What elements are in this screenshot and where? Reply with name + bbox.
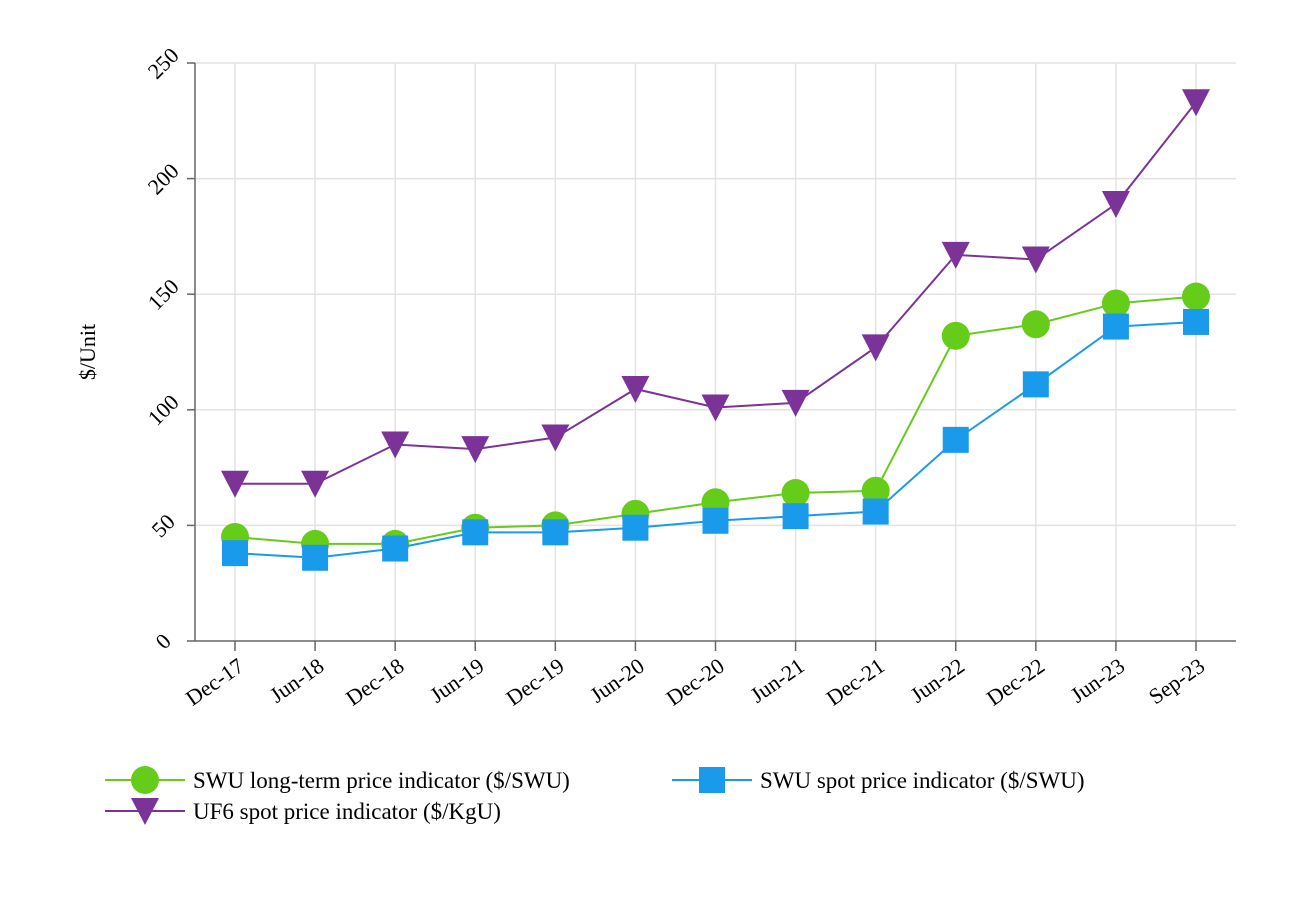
data-point	[302, 544, 329, 571]
x-tick-label: Jun-23	[1066, 653, 1129, 708]
x-tick-label: Dec-20	[661, 653, 728, 711]
y-tick-label: 0	[150, 628, 175, 653]
legend-item: UF6 spot price indicator ($/KgU)	[105, 798, 501, 825]
data-point	[942, 426, 969, 453]
data-point	[781, 479, 810, 508]
data-point	[781, 389, 810, 417]
legend-label: SWU long-term price indicator ($/SWU)	[193, 768, 570, 793]
x-tick-label: Jun-18	[265, 653, 328, 708]
x-tick-label: Jun-20	[585, 653, 648, 708]
data-point	[1182, 89, 1210, 117]
data-point	[301, 470, 330, 498]
data-point	[782, 503, 809, 530]
legend-marker	[131, 766, 159, 794]
data-point	[622, 514, 649, 541]
data-point	[861, 476, 890, 505]
x-tick-label: Dec-22	[982, 653, 1049, 711]
data-point	[941, 241, 970, 269]
data-point	[1101, 191, 1130, 219]
data-point	[541, 424, 570, 452]
y-tick-label: 150	[143, 274, 184, 315]
series-2	[222, 308, 1209, 571]
y-tick-label: 250	[143, 43, 184, 84]
x-tick-label: Dec-18	[341, 653, 408, 711]
data-point	[1022, 371, 1049, 398]
data-point	[1183, 308, 1209, 335]
x-tick-label: Dec-17	[181, 653, 248, 711]
y-tick-label: 200	[143, 158, 184, 199]
legend-marker	[699, 767, 725, 793]
x-tick-label: Dec-19	[501, 653, 568, 711]
y-axis-title: $/Unit	[75, 324, 100, 380]
x-tick-label: Sep-23	[1144, 653, 1209, 709]
data-point	[702, 507, 729, 534]
data-point	[941, 321, 970, 350]
legend-item: SWU spot price indicator ($/SWU)	[672, 767, 1084, 793]
x-tick-label: Jun-19	[425, 653, 488, 708]
data-point	[222, 540, 248, 567]
data-point	[221, 470, 249, 498]
data-point	[1182, 282, 1210, 311]
y-tick-label: 50	[147, 509, 180, 542]
data-point	[701, 394, 730, 422]
legend-item: SWU long-term price indicator ($/SWU)	[105, 766, 570, 794]
data-point	[461, 436, 490, 464]
data-point	[381, 431, 410, 459]
data-point	[542, 519, 569, 546]
series-3	[221, 89, 1210, 498]
data-point	[621, 375, 650, 403]
data-point	[462, 519, 489, 546]
data-point	[382, 535, 409, 562]
data-point	[1021, 246, 1050, 274]
x-tick-label: Jun-22	[906, 653, 969, 708]
data-point	[862, 498, 889, 525]
data-point	[1021, 310, 1050, 339]
legend-marker	[131, 798, 159, 825]
data-point	[1102, 313, 1129, 340]
data-point	[861, 334, 890, 362]
series-group	[221, 89, 1210, 571]
data-point	[1101, 289, 1130, 318]
legend-label: UF6 spot price indicator ($/KgU)	[193, 799, 501, 824]
legend: SWU long-term price indicator ($/SWU) SWU…	[105, 766, 1084, 825]
x-tick-label: Dec-21	[822, 653, 889, 711]
x-tick-label: Jun-21	[745, 653, 808, 708]
y-tick-label: 100	[143, 389, 184, 430]
legend-label: SWU spot price indicator ($/SWU)	[760, 768, 1084, 793]
